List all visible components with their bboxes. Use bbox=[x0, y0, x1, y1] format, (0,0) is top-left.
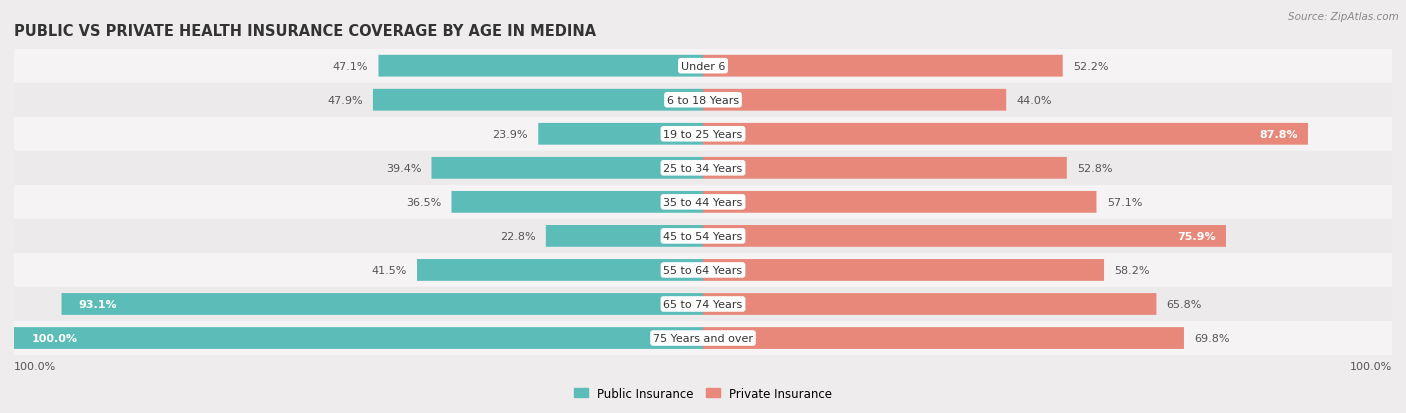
FancyBboxPatch shape bbox=[62, 293, 703, 315]
Text: 39.4%: 39.4% bbox=[385, 164, 422, 173]
FancyBboxPatch shape bbox=[703, 157, 1067, 179]
FancyBboxPatch shape bbox=[703, 56, 1063, 77]
Text: 100.0%: 100.0% bbox=[14, 361, 56, 371]
FancyBboxPatch shape bbox=[14, 219, 1392, 253]
FancyBboxPatch shape bbox=[14, 328, 703, 349]
FancyBboxPatch shape bbox=[14, 117, 1392, 152]
FancyBboxPatch shape bbox=[538, 123, 703, 145]
Text: 69.8%: 69.8% bbox=[1194, 333, 1230, 343]
Text: 57.1%: 57.1% bbox=[1107, 197, 1142, 207]
Text: 44.0%: 44.0% bbox=[1017, 95, 1052, 105]
FancyBboxPatch shape bbox=[703, 225, 1226, 247]
Text: Under 6: Under 6 bbox=[681, 62, 725, 71]
Text: 100.0%: 100.0% bbox=[1350, 361, 1392, 371]
FancyBboxPatch shape bbox=[703, 123, 1308, 145]
FancyBboxPatch shape bbox=[703, 90, 1007, 112]
Legend: Public Insurance, Private Insurance: Public Insurance, Private Insurance bbox=[569, 382, 837, 404]
FancyBboxPatch shape bbox=[14, 253, 1392, 287]
Text: 36.5%: 36.5% bbox=[406, 197, 441, 207]
FancyBboxPatch shape bbox=[546, 225, 703, 247]
Text: 58.2%: 58.2% bbox=[1115, 265, 1150, 275]
Text: 25 to 34 Years: 25 to 34 Years bbox=[664, 164, 742, 173]
FancyBboxPatch shape bbox=[14, 321, 1392, 355]
Text: 22.8%: 22.8% bbox=[501, 231, 536, 241]
Text: 52.8%: 52.8% bbox=[1077, 164, 1112, 173]
Text: 19 to 25 Years: 19 to 25 Years bbox=[664, 129, 742, 140]
FancyBboxPatch shape bbox=[14, 83, 1392, 117]
Text: 65 to 74 Years: 65 to 74 Years bbox=[664, 299, 742, 309]
Text: 87.8%: 87.8% bbox=[1258, 129, 1298, 140]
Text: 6 to 18 Years: 6 to 18 Years bbox=[666, 95, 740, 105]
Text: 47.1%: 47.1% bbox=[333, 62, 368, 71]
Text: 52.2%: 52.2% bbox=[1073, 62, 1108, 71]
Text: PUBLIC VS PRIVATE HEALTH INSURANCE COVERAGE BY AGE IN MEDINA: PUBLIC VS PRIVATE HEALTH INSURANCE COVER… bbox=[14, 24, 596, 39]
Text: 41.5%: 41.5% bbox=[371, 265, 406, 275]
Text: 75 Years and over: 75 Years and over bbox=[652, 333, 754, 343]
Text: 47.9%: 47.9% bbox=[328, 95, 363, 105]
Text: 35 to 44 Years: 35 to 44 Years bbox=[664, 197, 742, 207]
FancyBboxPatch shape bbox=[14, 50, 1392, 83]
FancyBboxPatch shape bbox=[432, 157, 703, 179]
Text: 65.8%: 65.8% bbox=[1167, 299, 1202, 309]
Text: 45 to 54 Years: 45 to 54 Years bbox=[664, 231, 742, 241]
FancyBboxPatch shape bbox=[451, 192, 703, 213]
FancyBboxPatch shape bbox=[703, 259, 1104, 281]
FancyBboxPatch shape bbox=[373, 90, 703, 112]
FancyBboxPatch shape bbox=[14, 185, 1392, 219]
Text: 100.0%: 100.0% bbox=[31, 333, 77, 343]
Text: 23.9%: 23.9% bbox=[492, 129, 529, 140]
Text: 93.1%: 93.1% bbox=[79, 299, 118, 309]
Text: 55 to 64 Years: 55 to 64 Years bbox=[664, 265, 742, 275]
FancyBboxPatch shape bbox=[703, 328, 1184, 349]
FancyBboxPatch shape bbox=[14, 152, 1392, 185]
FancyBboxPatch shape bbox=[703, 293, 1156, 315]
Text: 75.9%: 75.9% bbox=[1177, 231, 1216, 241]
FancyBboxPatch shape bbox=[703, 192, 1097, 213]
FancyBboxPatch shape bbox=[378, 56, 703, 77]
FancyBboxPatch shape bbox=[14, 287, 1392, 321]
FancyBboxPatch shape bbox=[418, 259, 703, 281]
Text: Source: ZipAtlas.com: Source: ZipAtlas.com bbox=[1288, 12, 1399, 22]
